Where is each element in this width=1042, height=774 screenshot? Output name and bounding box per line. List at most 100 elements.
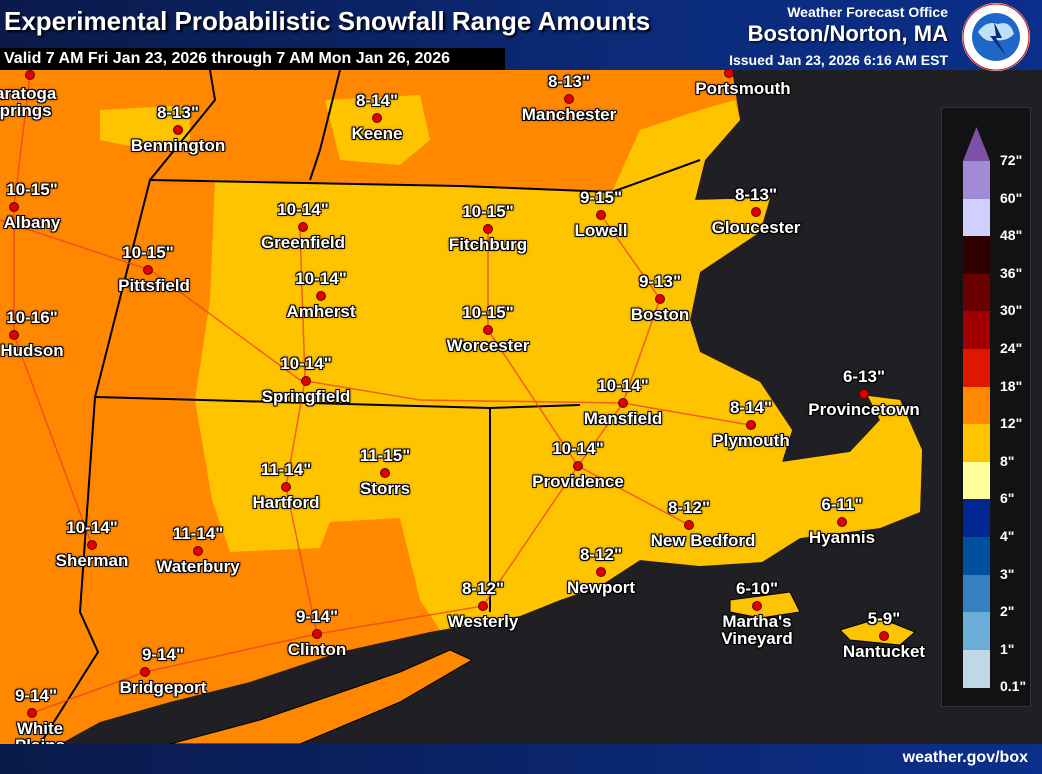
city-name: Mansfield	[583, 409, 663, 428]
issued-time: Issued Jan 23, 2026 6:16 AM EST	[729, 52, 948, 68]
snow-amount: 8-13"	[734, 185, 778, 204]
islands	[729, 591, 916, 646]
legend-label: 1"	[1000, 640, 1015, 657]
snow-amount: 8-12"	[461, 579, 505, 598]
legend-label: 24"	[1000, 340, 1023, 356]
city-dot	[752, 601, 762, 611]
city-name: Bennington	[130, 136, 226, 155]
city-name: Bridgeport	[119, 678, 207, 697]
city-name: Manchester	[521, 105, 617, 124]
city-dot	[380, 468, 390, 478]
city-name: Clinton	[287, 640, 347, 659]
legend-swatch	[963, 537, 990, 576]
nws-logo-icon	[962, 3, 1030, 71]
legend-label: 2"	[1000, 603, 1015, 620]
land-yellow-patch	[100, 105, 190, 150]
city-dot	[478, 601, 488, 611]
city-name: Keene	[351, 124, 403, 143]
city-name: Waterbury	[156, 557, 240, 576]
footer-bar: weather.gov/box	[0, 744, 1042, 774]
legend-swatch	[963, 273, 990, 312]
snow-amount: 8-12"	[667, 498, 711, 517]
city-dot	[87, 540, 97, 550]
snow-amount: 10-14"	[597, 376, 649, 395]
city-name: Springfield	[261, 387, 351, 406]
city-dot	[596, 210, 606, 220]
legend-label: 60"	[1000, 189, 1023, 206]
map-title: Experimental Probabilistic Snowfall Rang…	[4, 6, 651, 36]
legend-label: 72"	[1000, 152, 1023, 168]
city-name: Worcester	[446, 336, 530, 355]
valid-period-bar	[0, 48, 505, 70]
snow-amount: 8-13"	[547, 72, 591, 91]
land-yellow-patch	[325, 95, 430, 165]
city-dot	[193, 546, 203, 556]
city-dot	[596, 567, 606, 577]
state-borders	[39, 69, 701, 745]
city-name: Hudson	[0, 341, 64, 360]
legend-swatch	[963, 612, 990, 651]
city-dot	[684, 520, 694, 530]
city-dot	[751, 207, 761, 217]
city-dot	[312, 629, 322, 639]
snowfall-legend: 72" 60" 48" 36" 30" 24" 18" 12" 8" 6" 4" 3" 2" 1" 0.1"	[941, 107, 1031, 707]
legend-label: 12"	[1000, 415, 1023, 432]
legend-swatch	[963, 649, 990, 688]
city-dot	[298, 222, 308, 232]
city-name: Provincetown	[808, 400, 920, 419]
wfo-label: Weather Forecast Office	[787, 4, 948, 20]
snow-amount: 9-14"	[295, 607, 339, 626]
snow-amount: 8-14"	[729, 398, 773, 417]
snow-amount: 10-14"	[295, 269, 347, 288]
footer-url[interactable]: weather.gov/box	[902, 749, 1028, 766]
legend-swatch	[963, 574, 990, 613]
city-name: Hyannis	[808, 528, 876, 547]
legend-arrow	[963, 127, 990, 161]
snow-amount: 9-14"	[141, 645, 185, 664]
snow-amount: 9-13"	[638, 272, 682, 291]
city-name: Providence	[532, 472, 624, 491]
snow-amount: 8-13"	[156, 103, 200, 122]
city-name: Sherman	[55, 551, 129, 570]
city-dot	[9, 330, 19, 340]
city-name: Saratoga Springs	[0, 84, 57, 120]
snow-amount: 6-10"	[735, 579, 779, 598]
snow-amount: 10-15"	[462, 202, 514, 221]
city-name: Lowell	[574, 221, 628, 240]
map-layer	[0, 69, 1042, 745]
city-name: Portsmouth	[695, 79, 791, 98]
legend-swatch	[963, 236, 990, 275]
snow-amount: 10-15"	[122, 243, 174, 262]
city-name: Plymouth	[712, 431, 790, 450]
legend-label: 8"	[1000, 452, 1015, 469]
valid-period: Valid 7 AM Fri Jan 23, 2026 through 7 AM…	[4, 50, 451, 67]
city-name: New Bedford	[650, 531, 756, 550]
legend-swatch	[963, 161, 990, 200]
land-yellow-zone	[195, 100, 922, 630]
snow-amount: 11-14"	[172, 524, 224, 543]
city-dot	[281, 482, 291, 492]
city-dot	[618, 398, 628, 408]
city-dot	[301, 376, 311, 386]
legend-label: 36"	[1000, 264, 1023, 281]
city-name: Hartford	[252, 493, 320, 512]
city-dot	[879, 631, 889, 641]
legend-swatch	[963, 499, 990, 538]
snow-amount: 8-12"	[579, 545, 623, 564]
snowfall-map: Saratoga Springs 8-13" Bennington 8-14" Ke…	[0, 68, 1042, 754]
office-name: Boston/Norton, MA	[747, 21, 948, 46]
legend-swatch	[963, 424, 990, 463]
city-name: Boston	[630, 305, 690, 324]
snow-amount: 11-14"	[260, 460, 312, 479]
city-name: Newport	[567, 578, 635, 597]
legend-label: 48"	[1000, 227, 1023, 244]
city-dot	[837, 517, 847, 527]
city-name: Albany	[3, 213, 61, 232]
city-dot	[27, 708, 37, 718]
long-island	[169, 649, 474, 745]
snow-amount: 10-14"	[280, 354, 332, 373]
legend-label: 0.1"	[1000, 678, 1027, 695]
city-dot	[9, 202, 19, 212]
snow-amount: 10-14"	[66, 518, 118, 537]
city-dot	[173, 125, 183, 135]
